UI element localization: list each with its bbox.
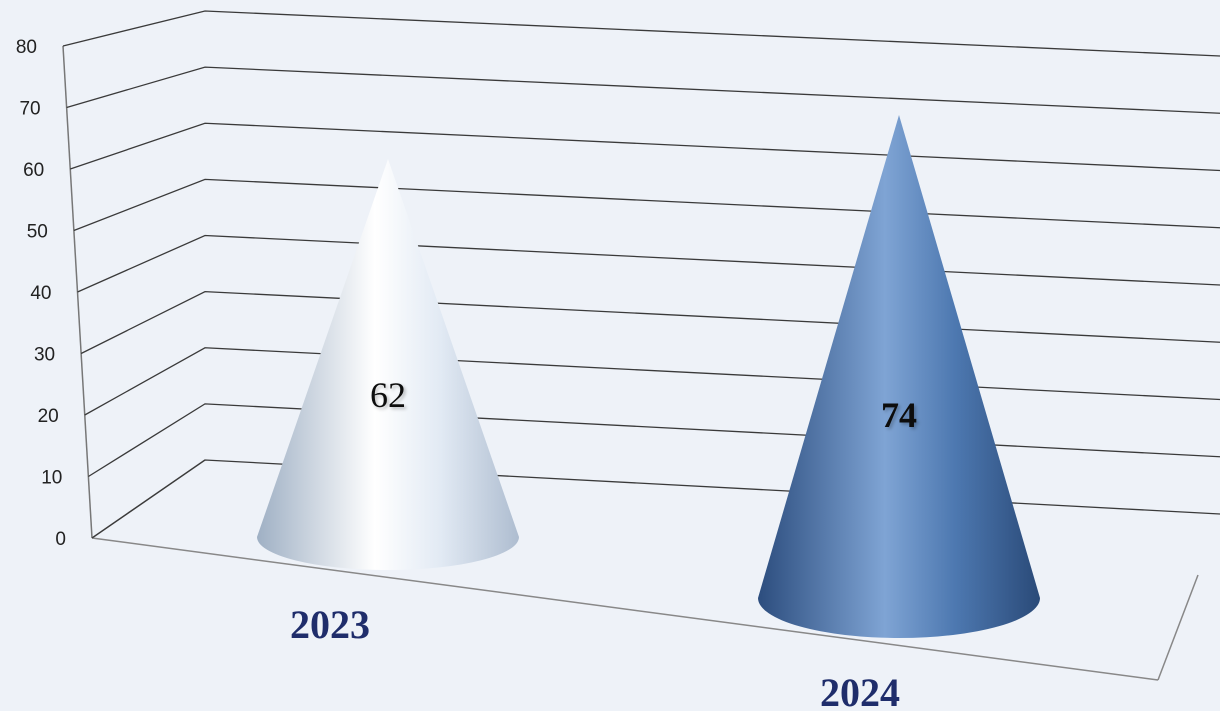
- y-tick-label-30: 30: [34, 345, 55, 366]
- data-label-2023: 62: [370, 375, 406, 415]
- y-tick-label-0: 0: [55, 529, 66, 550]
- category-label-2024: 2024: [820, 670, 900, 711]
- cones: 62 74: [257, 115, 1040, 638]
- y-tick-label-80: 80: [16, 37, 37, 58]
- gridline-20: [84, 347, 1220, 416]
- y-tick-label-40: 40: [30, 283, 51, 304]
- x-axis-floor-front: [91, 537, 1159, 681]
- gridline-10: [88, 403, 1220, 478]
- y-tick-labels: 0 10 20 30 40 50 60 70 80: [16, 37, 66, 550]
- category-labels: 2023 2024: [290, 602, 900, 711]
- gridline-60: [70, 122, 1220, 172]
- y-tick-label-10: 10: [41, 468, 62, 489]
- gridline-30: [80, 290, 1220, 355]
- gridlines: [62, 10, 1220, 539]
- cone-body-2024: [758, 115, 1040, 638]
- cone-2024: 74: [758, 115, 1040, 638]
- gridline-70: [66, 66, 1220, 114]
- x-axis-floor-right: [1157, 574, 1199, 681]
- gridline-50: [73, 178, 1220, 232]
- data-label-2024: 74: [881, 395, 917, 435]
- y-tick-label-60: 60: [23, 160, 44, 181]
- y-tick-label-70: 70: [19, 99, 40, 120]
- gridline-80: [62, 10, 1220, 57]
- y-tick-label-50: 50: [27, 222, 48, 243]
- gridline-40: [77, 234, 1220, 293]
- y-tick-label-20: 20: [38, 406, 59, 427]
- cone-2023: 62: [257, 159, 519, 570]
- category-label-2023: 2023: [290, 602, 370, 647]
- cone-body-2023: [257, 159, 519, 570]
